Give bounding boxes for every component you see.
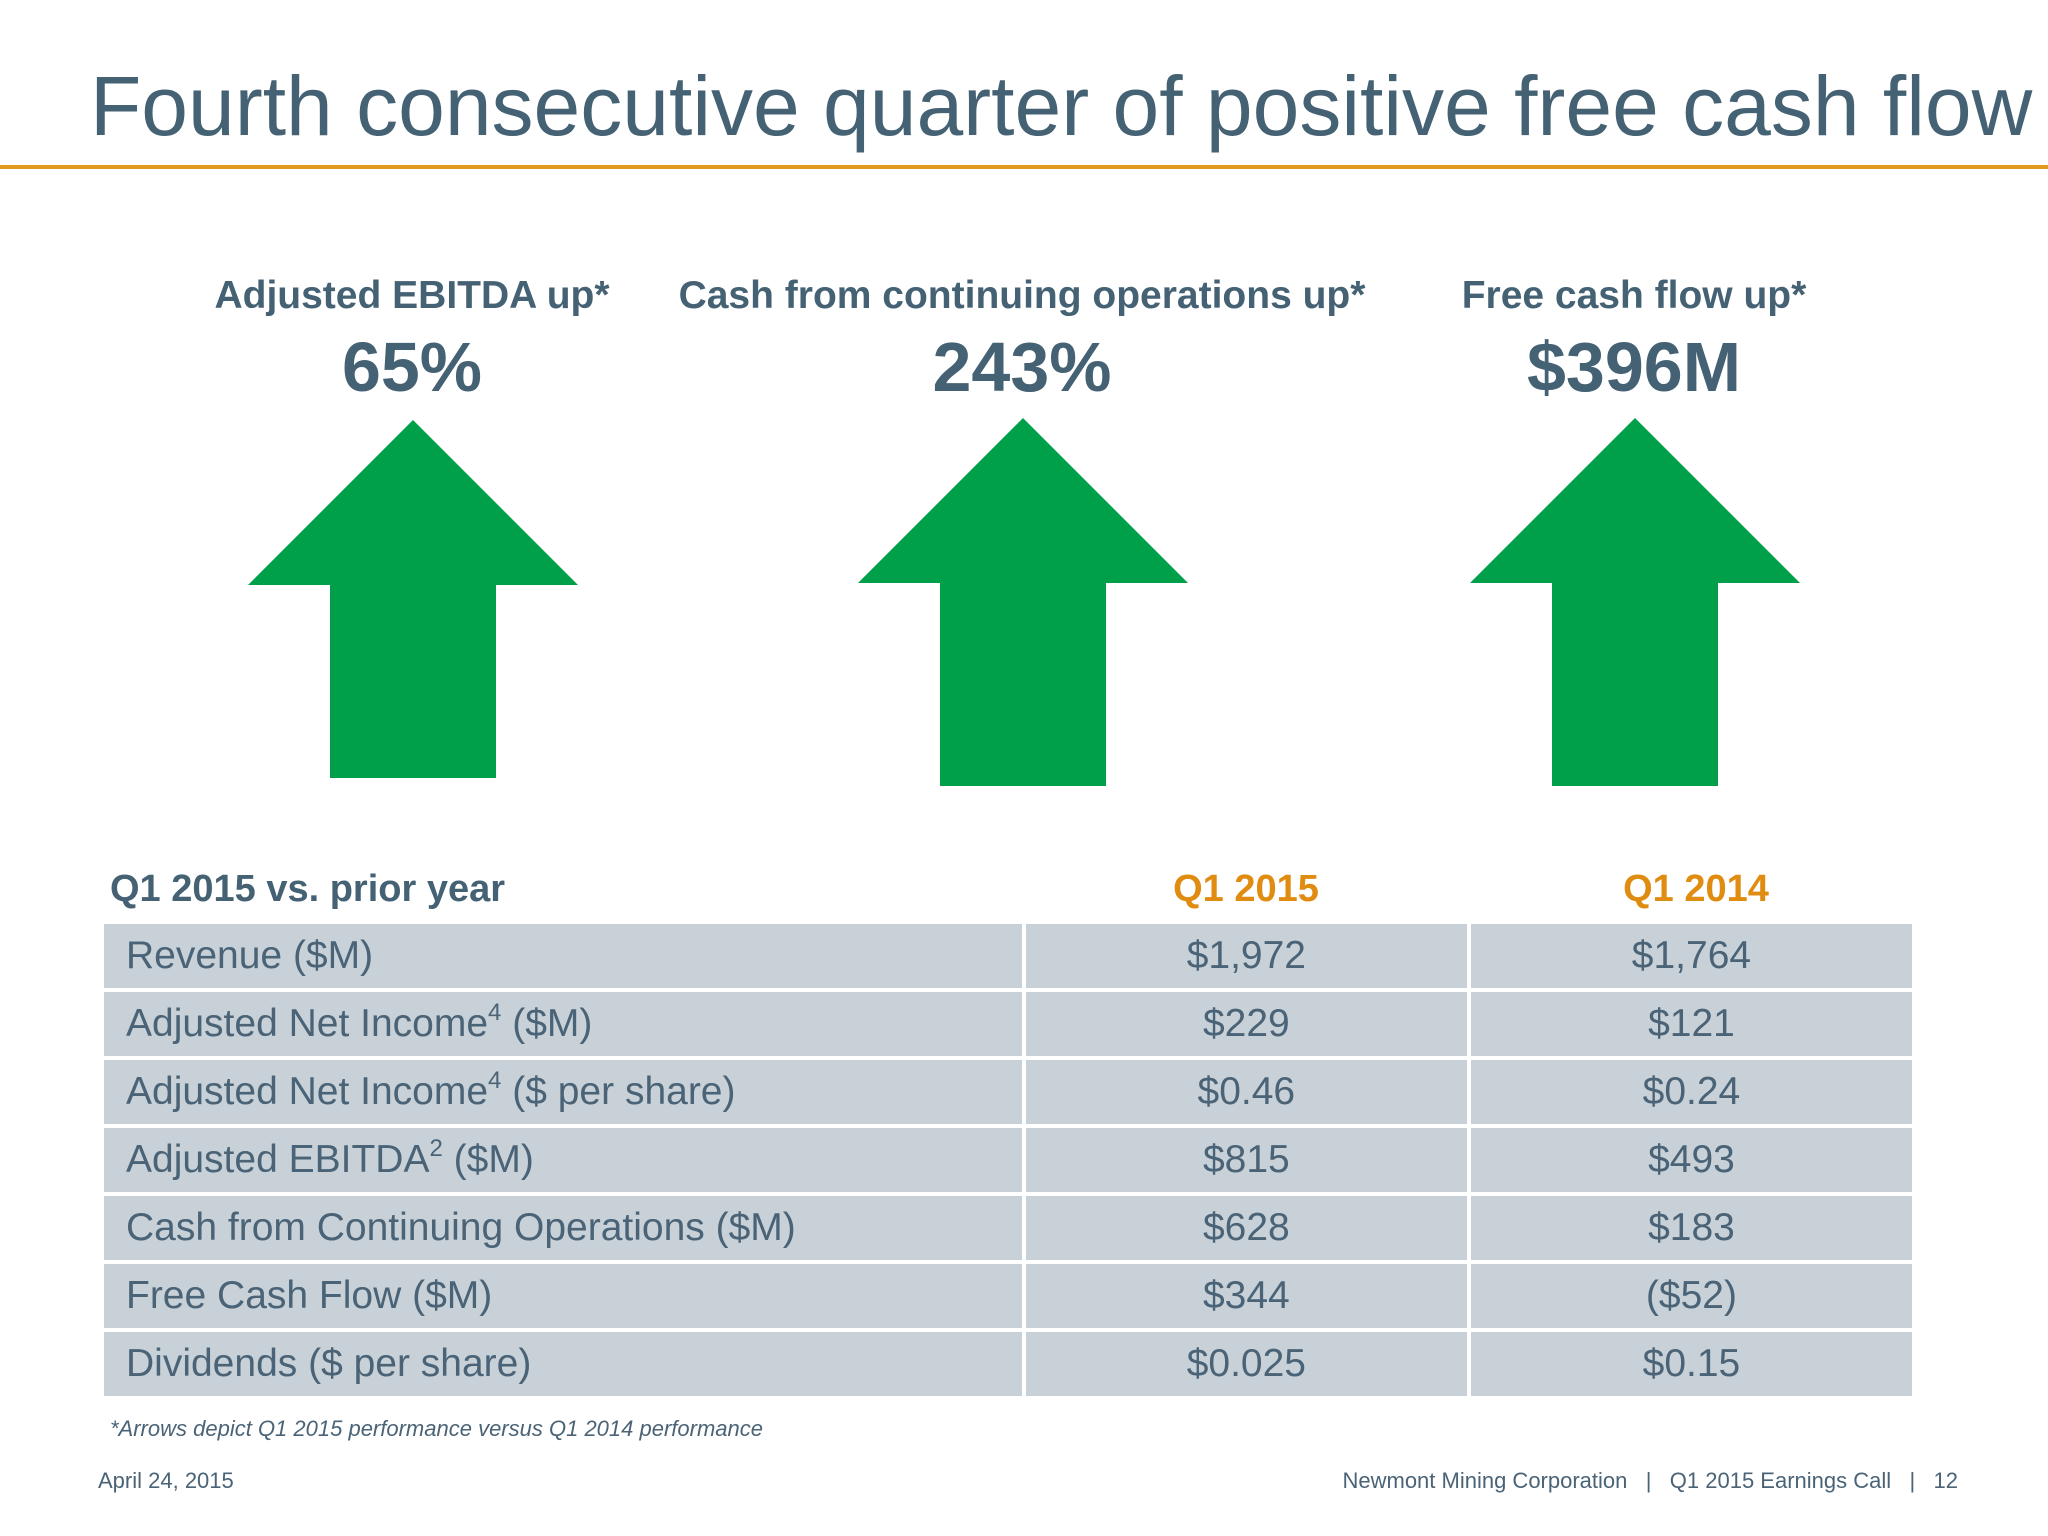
cell-q1-2015: $628 — [1025, 1196, 1467, 1260]
table-row: Cash from Continuing Operations ($M) $62… — [104, 1196, 1912, 1260]
metric-free-cash-flow: Free cash flow up* $396M — [1254, 270, 2014, 410]
up-arrow-icon — [1470, 418, 1800, 786]
row-label: Adjusted Net Income4 ($ per share) — [104, 1060, 1022, 1124]
column-header-q1-2015: Q1 2015 — [1173, 868, 1319, 910]
row-label: Adjusted Net Income4 ($M) — [104, 992, 1022, 1056]
up-arrow-icon — [248, 420, 578, 778]
cell-q1-2014: $121 — [1470, 992, 1912, 1056]
table-row: Free Cash Flow ($M) $344 ($52) — [104, 1264, 1912, 1328]
slide-title: Fourth consecutive quarter of positive f… — [90, 59, 2033, 153]
footnote-marker: 4 — [488, 999, 502, 1026]
table-row: Revenue ($M) $1,972 $1,764 — [104, 924, 1912, 988]
metric-label: Cash from continuing operations up* — [678, 274, 1366, 317]
footer-company-info: Newmont Mining Corporation | Q1 2015 Ear… — [1342, 1468, 1958, 1493]
footer-date: April 24, 2015 — [98, 1468, 234, 1493]
cell-q1-2015: $1,972 — [1025, 924, 1467, 988]
table-row: Adjusted Net Income4 ($ per share) $0.46… — [104, 1060, 1912, 1124]
up-arrow-icon — [858, 418, 1188, 786]
metric-cash-operations: Cash from continuing operations up* 243% — [642, 270, 1402, 410]
metric-value: $396M — [1526, 328, 1742, 406]
metric-label: Free cash flow up* — [1461, 274, 1807, 317]
metric-value: 65% — [341, 328, 483, 406]
row-label: Cash from Continuing Operations ($M) — [104, 1196, 1022, 1260]
metric-label: Adjusted EBITDA up* — [214, 274, 610, 317]
cell-q1-2014: $0.15 — [1470, 1332, 1912, 1396]
footnote-marker: 4 — [488, 1067, 502, 1094]
row-label: Revenue ($M) — [104, 924, 1022, 988]
footnote: *Arrows depict Q1 2015 performance versu… — [110, 1416, 763, 1441]
cell-q1-2014: $1,764 — [1470, 924, 1912, 988]
metric-ebitda: Adjusted EBITDA up* 65% — [32, 270, 792, 410]
cell-q1-2014: $0.24 — [1470, 1060, 1912, 1124]
table-title: Q1 2015 vs. prior year — [110, 868, 506, 910]
row-label: Dividends ($ per share) — [104, 1332, 1022, 1396]
cell-q1-2015: $0.46 — [1025, 1060, 1467, 1124]
cell-q1-2014: ($52) — [1470, 1264, 1912, 1328]
cell-q1-2014: $183 — [1470, 1196, 1912, 1260]
column-header-q1-2014: Q1 2014 — [1623, 868, 1769, 910]
row-label: Free Cash Flow ($M) — [104, 1264, 1022, 1328]
row-label: Adjusted EBITDA2 ($M) — [104, 1128, 1022, 1192]
table-row: Adjusted EBITDA2 ($M) $815 $493 — [104, 1128, 1912, 1192]
footnote-marker: 2 — [429, 1135, 443, 1162]
table-row: Dividends ($ per share) $0.025 $0.15 — [104, 1332, 1912, 1396]
cell-q1-2015: $229 — [1025, 992, 1467, 1056]
title-divider — [0, 165, 2048, 169]
financial-table: Revenue ($M) $1,972 $1,764 Adjusted Net … — [100, 920, 1916, 1400]
cell-q1-2015: $344 — [1025, 1264, 1467, 1328]
cell-q1-2014: $493 — [1470, 1128, 1912, 1192]
table-row: Adjusted Net Income4 ($M) $229 $121 — [104, 992, 1912, 1056]
metric-value: 243% — [932, 328, 1112, 406]
cell-q1-2015: $815 — [1025, 1128, 1467, 1192]
cell-q1-2015: $0.025 — [1025, 1332, 1467, 1396]
